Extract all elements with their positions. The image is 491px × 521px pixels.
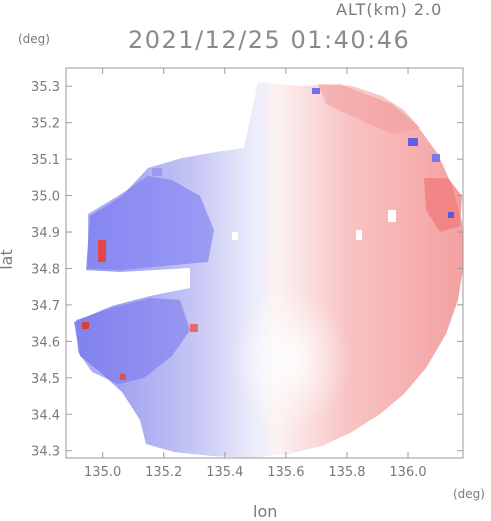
timestamp-title: 2021/12/25 01:40:46: [128, 26, 411, 54]
y-tick-label: 35.1: [31, 153, 60, 168]
y-tick-label: 34.9: [31, 226, 60, 241]
x-axis-label: lon: [253, 502, 278, 521]
y-tick-label: 35.3: [31, 80, 60, 95]
x-tick-label: 135.0: [84, 465, 121, 480]
y-ticks: 34.3 34.4 34.5 34.6 34.7 34.8 34.9 35.0 35.1 35.2…: [31, 80, 463, 460]
y-tick-label: 34.6: [31, 335, 60, 350]
approaching-sector-south: [76, 298, 190, 384]
y-tick-label: 35.0: [31, 190, 60, 205]
y-unit-label: (deg): [18, 32, 50, 46]
plot-frame: [65, 67, 464, 459]
x-ticks: 135.0 135.2 135.4 135.6 135.8 136.0: [84, 68, 427, 480]
receding-patch-northeast: [318, 84, 420, 134]
x-tick-label: 135.4: [206, 465, 243, 480]
x-tick-label: 135.8: [328, 465, 365, 480]
y-tick-label: 34.5: [31, 372, 60, 387]
y-tick-label: 34.8: [31, 262, 60, 277]
x-tick-label: 136.0: [389, 465, 426, 480]
echo-field: [74, 82, 463, 458]
y-tick-label: 34.7: [31, 299, 60, 314]
echo-region: [74, 82, 463, 458]
clutter-speckles: [82, 88, 454, 380]
approaching-sector-north: [88, 176, 214, 270]
x-tick-label: 135.6: [267, 465, 304, 480]
x-unit-label: (deg): [453, 487, 485, 501]
y-tick-label: 34.3: [31, 445, 60, 460]
y-tick-label: 34.4: [31, 408, 60, 423]
receding-patch-east: [424, 178, 462, 232]
y-tick-label: 35.2: [31, 117, 60, 132]
zero-velocity-zone: [230, 290, 350, 430]
altitude-label: ALT(km) 2.0: [336, 0, 443, 19]
x-tick-label: 135.2: [145, 465, 182, 480]
